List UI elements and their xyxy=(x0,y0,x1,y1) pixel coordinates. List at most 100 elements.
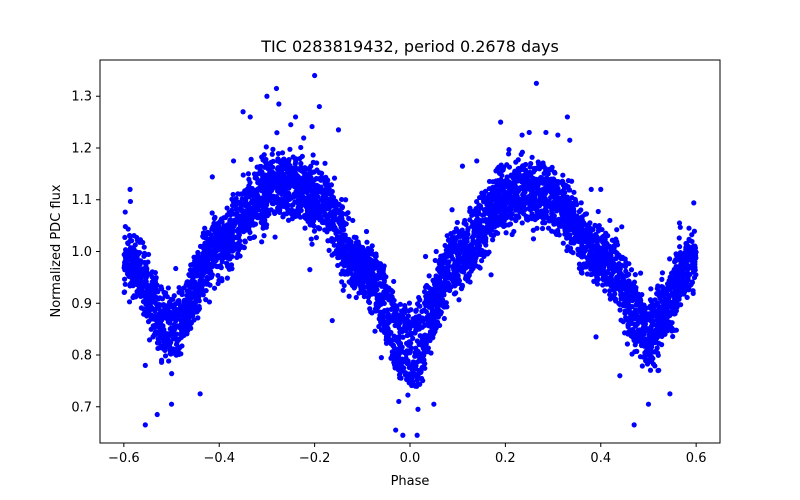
data-point xyxy=(361,279,367,285)
data-point xyxy=(681,254,687,260)
data-point xyxy=(663,290,669,296)
data-point xyxy=(195,267,201,273)
data-point xyxy=(166,358,172,364)
chart-title: TIC 0283819432, period 0.2678 days xyxy=(260,37,559,56)
data-point xyxy=(637,354,644,360)
data-point xyxy=(257,215,263,221)
data-point xyxy=(412,349,418,356)
data-point xyxy=(324,229,330,235)
data-point xyxy=(469,212,475,218)
data-point xyxy=(444,233,450,239)
data-point xyxy=(246,183,252,189)
data-point xyxy=(653,322,659,328)
data-point xyxy=(308,236,314,242)
data-point xyxy=(300,193,306,200)
data-point xyxy=(306,186,312,192)
data-point xyxy=(278,190,284,197)
data-point xyxy=(159,296,166,302)
data-point xyxy=(165,337,171,343)
data-point xyxy=(326,247,332,253)
data-point xyxy=(158,359,165,365)
data-point xyxy=(637,270,644,276)
data-point xyxy=(529,154,535,160)
data-point xyxy=(686,256,692,263)
data-point xyxy=(288,168,294,174)
data-point xyxy=(219,275,225,282)
data-point xyxy=(628,267,635,273)
data-points xyxy=(121,72,699,438)
data-point xyxy=(670,333,676,340)
data-point xyxy=(205,255,211,261)
data-point xyxy=(495,194,502,200)
data-point xyxy=(272,234,278,240)
data-point xyxy=(520,178,526,184)
data-point xyxy=(162,347,168,354)
data-point xyxy=(204,249,211,255)
data-point xyxy=(370,282,376,288)
data-point xyxy=(396,398,402,405)
data-point xyxy=(432,257,438,264)
data-point xyxy=(434,305,440,311)
data-point xyxy=(205,260,211,266)
data-point xyxy=(259,239,265,245)
data-point xyxy=(451,265,457,271)
data-point xyxy=(251,234,257,241)
data-point xyxy=(189,272,196,279)
data-point xyxy=(427,285,433,291)
data-point xyxy=(280,214,286,220)
data-point xyxy=(208,249,215,255)
data-point xyxy=(125,226,131,232)
data-point xyxy=(431,315,438,322)
data-point xyxy=(261,209,268,216)
data-point xyxy=(279,150,286,156)
data-point xyxy=(330,226,337,233)
data-point xyxy=(682,283,688,290)
data-point xyxy=(526,171,532,177)
data-point xyxy=(339,279,345,285)
data-point xyxy=(653,309,659,316)
data-point xyxy=(361,270,367,277)
data-point xyxy=(200,230,207,236)
data-point xyxy=(277,173,283,179)
data-point xyxy=(623,268,629,274)
data-point xyxy=(669,320,675,326)
data-point xyxy=(419,336,426,342)
data-point xyxy=(203,288,209,294)
data-point xyxy=(331,242,337,248)
data-point xyxy=(413,308,419,314)
data-point xyxy=(474,224,480,230)
data-point xyxy=(360,283,366,289)
data-point xyxy=(153,275,159,281)
data-point xyxy=(595,244,601,250)
data-point xyxy=(369,243,375,249)
data-point xyxy=(489,197,495,203)
data-point xyxy=(484,202,490,208)
data-point xyxy=(121,276,128,282)
data-point xyxy=(587,238,593,244)
data-point xyxy=(648,286,654,292)
data-point xyxy=(368,309,374,315)
data-point xyxy=(325,188,331,194)
data-point xyxy=(441,315,447,322)
data-point xyxy=(318,197,325,203)
data-point xyxy=(655,313,661,320)
data-point xyxy=(346,293,352,299)
data-point xyxy=(262,217,268,224)
data-point xyxy=(531,215,537,221)
data-point xyxy=(416,303,422,309)
data-point xyxy=(314,167,320,173)
data-point xyxy=(356,256,363,262)
data-point xyxy=(635,338,641,344)
data-point xyxy=(181,300,187,306)
data-point xyxy=(295,204,301,211)
data-point xyxy=(606,265,612,271)
data-point xyxy=(661,320,667,326)
data-point xyxy=(376,323,382,330)
data-point xyxy=(126,299,133,305)
data-point xyxy=(359,261,365,268)
data-point xyxy=(229,253,235,260)
data-point xyxy=(329,201,335,207)
data-point xyxy=(571,189,577,195)
data-point xyxy=(614,227,620,233)
